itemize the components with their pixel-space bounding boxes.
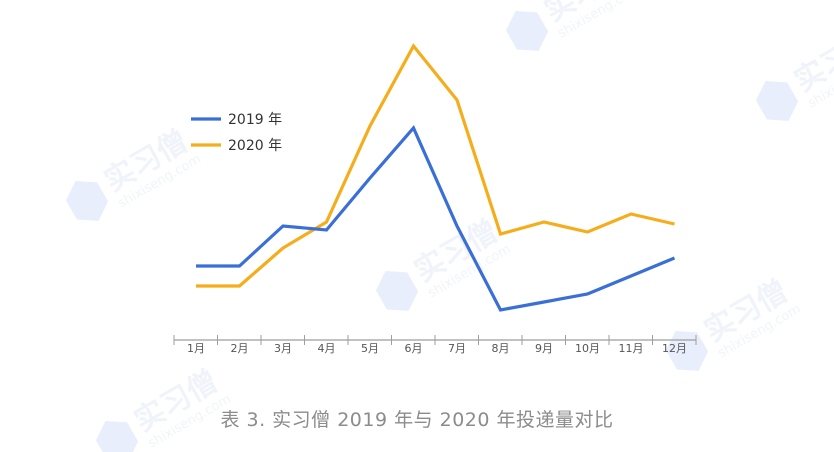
series-layer (195, 43, 676, 312)
x-tick-label: 3月 (274, 342, 292, 355)
legend-label: 2019 年 (228, 112, 282, 128)
x-tick-label: 9月 (535, 342, 553, 355)
series-line (196, 125, 676, 312)
x-tick-label: 8月 (492, 342, 510, 355)
chart-caption: 表 3. 实习僧 2019 年与 2020 年投递量对比 (220, 409, 614, 431)
legend: 2019 年 2020 年 (191, 112, 282, 154)
x-tick-label: 2月 (231, 342, 249, 355)
x-tick-label: 7月 (448, 342, 466, 355)
x-tick-label: 11月 (619, 342, 644, 355)
x-tick-label: 6月 (405, 342, 423, 355)
legend-label: 2020 年 (228, 138, 282, 154)
x-tick-label: 10月 (575, 342, 600, 355)
x-tick-label: 5月 (361, 342, 379, 355)
x-tick-label: 4月 (318, 342, 336, 355)
series-line (196, 43, 675, 288)
x-tick-label: 12月 (662, 342, 687, 355)
x-axis: 1月 2月 3月 4月 5月 6月 7月 8月 9月 10月 11月 12月 (173, 335, 697, 355)
x-tick-label: 1月 (187, 342, 205, 355)
